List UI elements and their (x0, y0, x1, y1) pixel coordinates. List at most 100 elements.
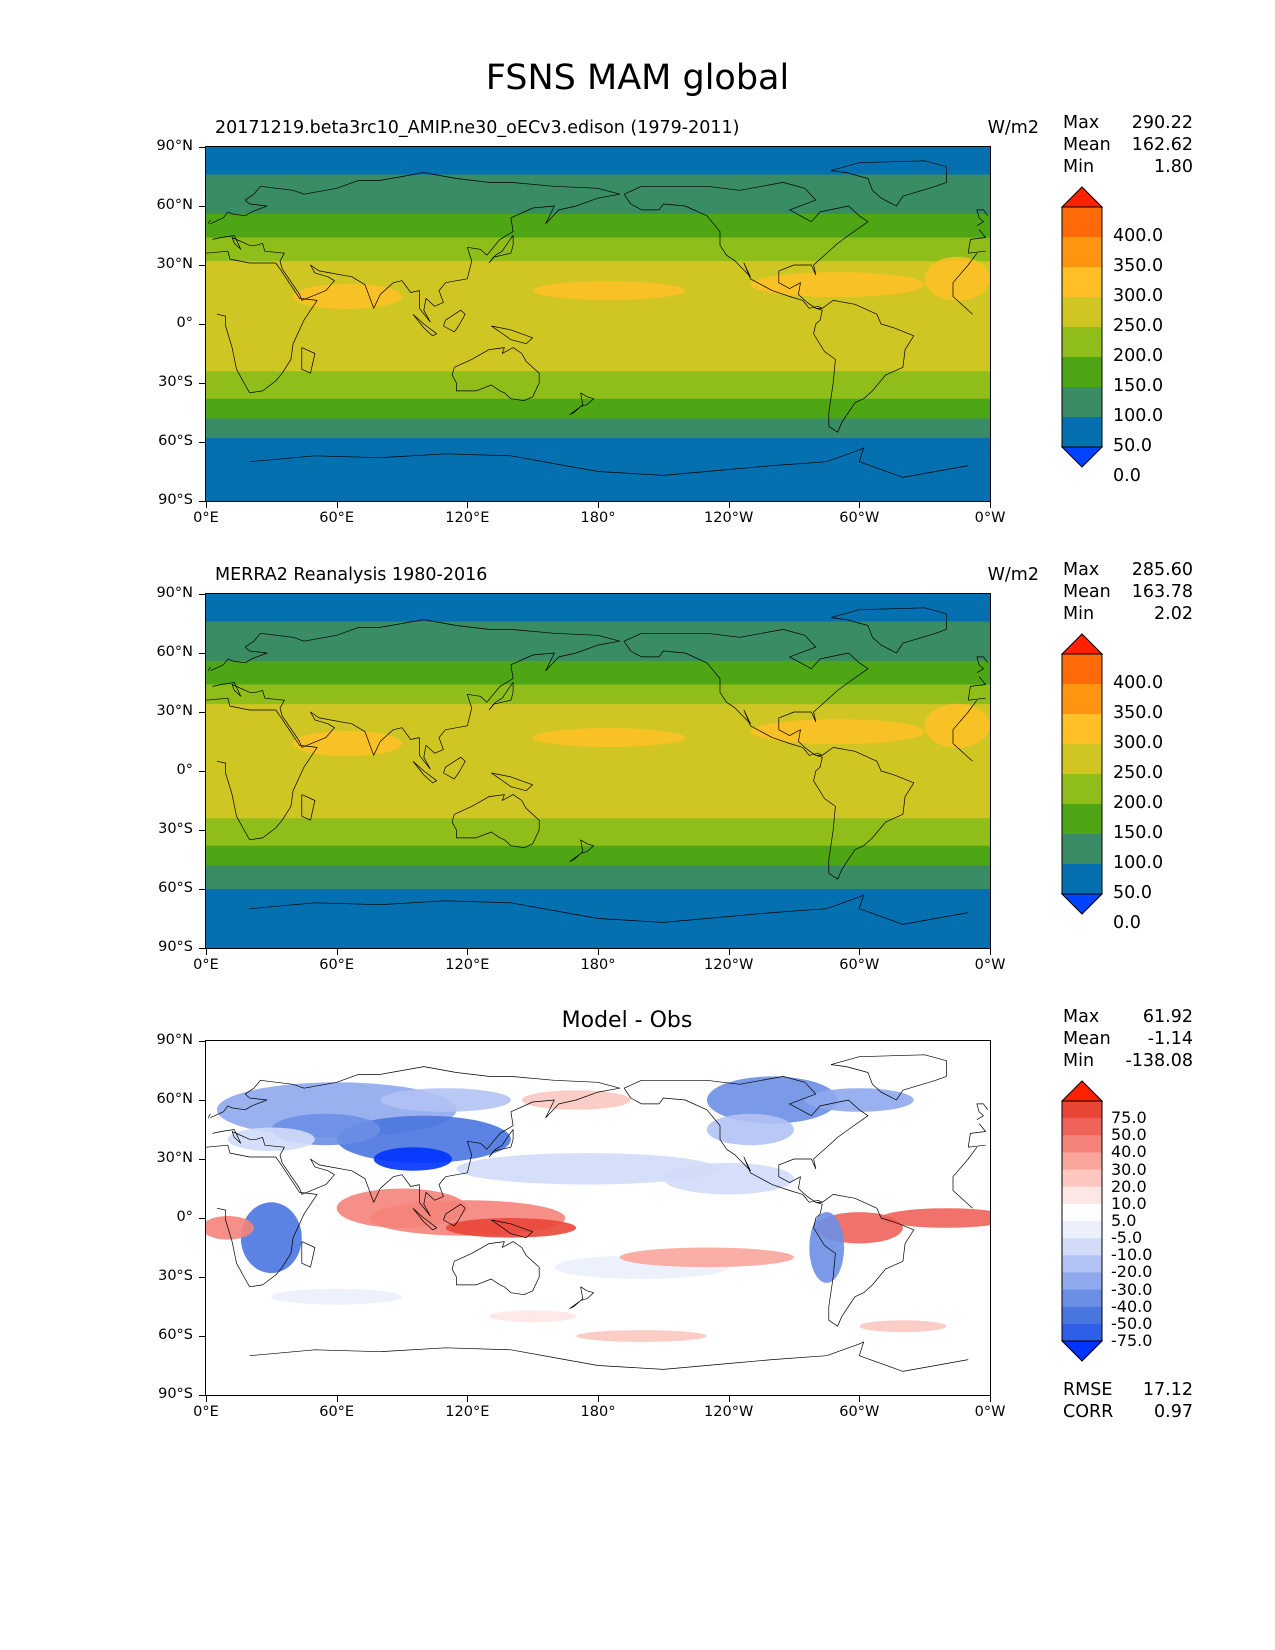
contour-band (206, 900, 990, 906)
contour-band (206, 908, 990, 914)
contour-band (206, 609, 990, 615)
colorbar-tick-label: 0.0 (1113, 466, 1141, 486)
contour-band (206, 904, 990, 910)
y-tick-label: 0° (176, 315, 193, 331)
panel-title: MERRA2 Reanalysis 1980-2016 (215, 565, 488, 585)
stat-value: -138.08 (1125, 1051, 1193, 1071)
contour-band (206, 747, 990, 752)
y-tick-label: 30°S (158, 821, 193, 837)
x-tick-mark (990, 502, 991, 508)
contour-band (206, 473, 990, 478)
colorbar-tick-label: 100.0 (1113, 853, 1164, 873)
x-tick-mark (206, 502, 207, 508)
anomaly-region (576, 1330, 707, 1342)
coastlines (206, 607, 989, 925)
contour-band (206, 339, 990, 345)
anomaly-region (663, 1163, 794, 1195)
contour-band (206, 715, 990, 721)
colorbar-tick-label: 300.0 (1113, 286, 1164, 306)
colorbar-swatch (1062, 387, 1102, 418)
colorbar-tick-label: -30.0 (1111, 1279, 1153, 1299)
y-tick-mark (199, 206, 205, 207)
x-tick-label: 180° (580, 1404, 616, 1420)
colorbar-extend-max (1060, 186, 1104, 208)
y-tick-mark (199, 1218, 205, 1219)
contour-band (206, 316, 990, 321)
y-tick-mark (199, 594, 205, 595)
colorbar-tick-label: -5.0 (1111, 1228, 1143, 1248)
contour-band (206, 684, 990, 689)
y-tick-label: 90°S (158, 492, 193, 508)
colorbar-outline (1061, 1100, 1103, 1342)
colorbar-tick-label: -20.0 (1111, 1262, 1153, 1282)
contour-band (206, 719, 990, 725)
anomaly-region (206, 1216, 254, 1240)
contour-band (206, 656, 990, 662)
y-tick-mark (199, 265, 205, 266)
colorbar-tick-label: 10.0 (1111, 1193, 1147, 1213)
colorbar-tick-label: 0.0 (1113, 913, 1141, 933)
contour-band (206, 249, 990, 254)
contour-band (206, 253, 990, 258)
stat-row: Min 2.02 (1063, 603, 1193, 625)
contour-band (206, 928, 990, 933)
contour-band (206, 497, 990, 501)
contour-band (206, 782, 990, 788)
x-tick-label: 0°E (193, 1404, 219, 1420)
stat-value: 163.78 (1131, 582, 1193, 602)
contour-band (206, 601, 990, 607)
stat-row: Min -138.08 (1063, 1050, 1193, 1072)
contour-band (206, 794, 990, 800)
x-tick-label: 0°W (974, 957, 1006, 973)
contour-band (206, 912, 990, 918)
contour-band (206, 708, 990, 713)
anomaly-region (445, 1218, 577, 1238)
contour-band (206, 774, 990, 780)
y-tick-label: 30°N (156, 1150, 193, 1166)
x-tick-label: 60°W (839, 1404, 880, 1420)
colorbar-swatch (1062, 804, 1102, 835)
contour-band (206, 147, 990, 152)
y-tick-mark (199, 1395, 205, 1396)
colorbar-tick-label: 250.0 (1113, 316, 1164, 336)
anomaly-region (227, 1127, 315, 1152)
colorbar-swatch (1062, 1186, 1102, 1205)
colorbar-swatch (1062, 1272, 1102, 1291)
contour-band (206, 182, 990, 187)
contour-band (206, 637, 990, 642)
error-stats-box: RMSE 17.12 CORR 0.97 (1063, 1379, 1193, 1423)
contour-band (206, 865, 990, 870)
stat-value: 2.02 (1154, 604, 1193, 624)
contour-band (206, 402, 990, 408)
contour-band (206, 920, 990, 925)
contour-band (206, 351, 990, 357)
contour-band (206, 158, 990, 164)
colorbar-tick-label: 30.0 (1111, 1159, 1147, 1179)
contour-band (206, 241, 990, 246)
contour-band (206, 324, 990, 329)
y-tick-label: 60°S (158, 433, 193, 449)
contour-band (206, 896, 990, 902)
colorbar-tick-label: 20.0 (1111, 1176, 1147, 1196)
contour-band (206, 327, 990, 333)
y-tick-label: 90°N (156, 585, 193, 601)
y-tick-mark (199, 324, 205, 325)
contour-band (206, 312, 990, 317)
colorbar-tick-label: 350.0 (1113, 256, 1164, 276)
x-tick-mark (598, 949, 599, 955)
stat-value: 162.62 (1131, 135, 1193, 155)
y-tick-mark (199, 147, 205, 148)
colorbar-tick-label: -10.0 (1111, 1245, 1153, 1265)
contour-bands (206, 147, 990, 501)
x-tick-mark (990, 949, 991, 955)
contour-band (206, 822, 990, 827)
figure-title: FSNS MAM global (485, 58, 790, 98)
contour-band (206, 225, 990, 231)
map-canvas (206, 594, 990, 948)
warm-region (750, 719, 925, 745)
contour-band (206, 649, 990, 654)
stat-label: Mean (1063, 582, 1111, 602)
y-tick-label: 60°N (156, 197, 193, 213)
stat-row: Max 285.60 (1063, 559, 1193, 581)
contour-band (206, 268, 990, 274)
